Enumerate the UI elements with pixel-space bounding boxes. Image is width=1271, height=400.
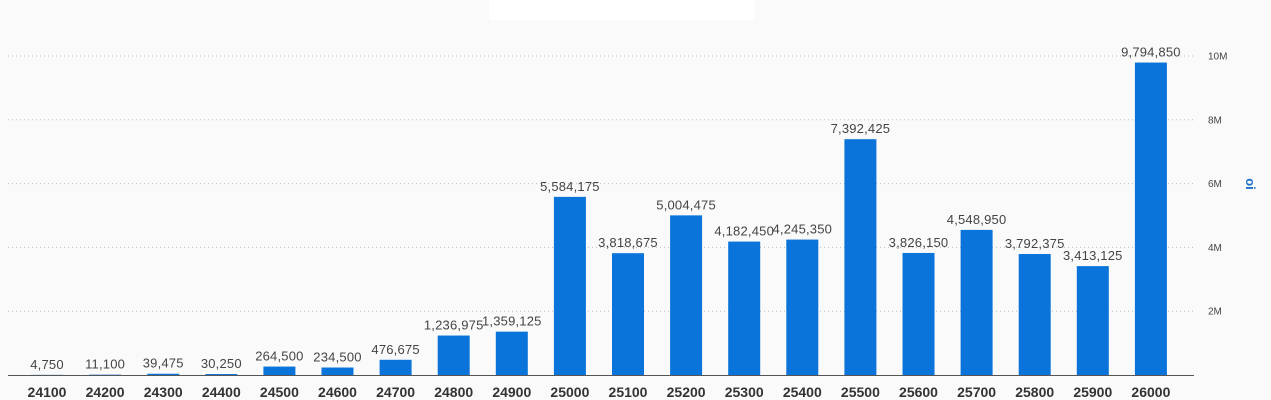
data-label: 1,236,975 <box>424 318 484 333</box>
bar[interactable] <box>670 215 703 375</box>
y-axis-title: oi <box>1243 178 1258 190</box>
x-tick-label: 24600 <box>318 384 357 400</box>
x-tick-label: 24400 <box>202 384 241 400</box>
bar[interactable] <box>321 367 354 375</box>
bar[interactable] <box>612 253 644 375</box>
x-tick-label: 24800 <box>434 384 473 400</box>
data-label: 4,245,350 <box>772 222 832 237</box>
x-tick-label: 25300 <box>725 384 764 400</box>
bar[interactable] <box>553 196 586 375</box>
bar[interactable] <box>1134 62 1167 376</box>
y-tick-label: 10M <box>1208 52 1227 63</box>
data-label: 4,750 <box>30 357 64 372</box>
data-label: 3,413,125 <box>1063 248 1123 263</box>
x-axis-ticks: 24100 24200 24300 24400 24500 24600 24700 24800… <box>28 384 1171 400</box>
x-tick-label: 24700 <box>376 384 415 400</box>
x-tick-label: 25400 <box>783 384 822 400</box>
data-label: 39,475 <box>143 356 184 371</box>
bar[interactable] <box>147 373 180 375</box>
x-tick-label: 25000 <box>550 384 589 400</box>
bar[interactable] <box>1018 254 1051 375</box>
bar[interactable] <box>495 331 528 375</box>
bar[interactable] <box>1076 266 1109 375</box>
data-label: 9,794,850 <box>1121 45 1181 60</box>
data-label: 7,392,425 <box>831 121 891 136</box>
x-tick-label: 24500 <box>260 384 299 400</box>
data-label: 3,818,675 <box>598 235 658 250</box>
data-label: 5,004,475 <box>656 197 716 212</box>
bar[interactable] <box>437 335 470 375</box>
bar[interactable] <box>844 139 877 375</box>
x-tick-label: 25100 <box>609 384 648 400</box>
data-label: 3,826,150 <box>889 235 949 250</box>
data-label: 4,182,450 <box>714 224 774 239</box>
x-tick-label: 25200 <box>667 384 706 400</box>
data-label: 234,500 <box>313 350 361 365</box>
bars <box>31 62 1167 376</box>
data-label: 264,500 <box>255 349 303 364</box>
y-tick-label: 6M <box>1208 179 1222 190</box>
data-label: 4,548,950 <box>947 212 1007 227</box>
bar[interactable] <box>379 359 412 375</box>
bar[interactable] <box>902 252 935 375</box>
bar[interactable] <box>263 366 296 375</box>
data-label: 476,675 <box>371 342 419 357</box>
x-tick-label: 24100 <box>28 384 67 400</box>
data-labels: 4,750 11,100 39,475 30,250 264,500 234,500 476… <box>30 45 1180 372</box>
bar[interactable] <box>205 374 238 375</box>
data-label: 5,584,175 <box>540 179 600 194</box>
data-label: 3,792,375 <box>1005 236 1065 251</box>
top-panel <box>489 0 755 20</box>
x-tick-label: 25500 <box>841 384 880 400</box>
x-tick-label: 26000 <box>1131 384 1170 400</box>
x-tick-label: 24900 <box>492 384 531 400</box>
y-tick-label: 2M <box>1208 307 1222 318</box>
x-tick-label: 24200 <box>86 384 125 400</box>
x-tick-label: 25700 <box>957 384 996 400</box>
gridlines <box>8 55 1194 312</box>
data-label: 11,100 <box>85 357 125 372</box>
x-tick-label: 25600 <box>899 384 938 400</box>
bar[interactable] <box>960 229 993 375</box>
y-tick-label: 4M <box>1208 243 1222 254</box>
data-label: 30,250 <box>201 356 242 371</box>
x-tick-label: 24300 <box>144 384 183 400</box>
bar[interactable] <box>786 239 819 375</box>
x-tick-label: 25800 <box>1015 384 1054 400</box>
x-tick-label: 25900 <box>1073 384 1112 400</box>
y-tick-label: 8M <box>1208 115 1222 126</box>
data-label: 1,359,125 <box>482 314 542 329</box>
bar[interactable] <box>728 241 761 375</box>
y-axis-ticks: 2M 4M 6M 8M 10M <box>1208 52 1227 318</box>
